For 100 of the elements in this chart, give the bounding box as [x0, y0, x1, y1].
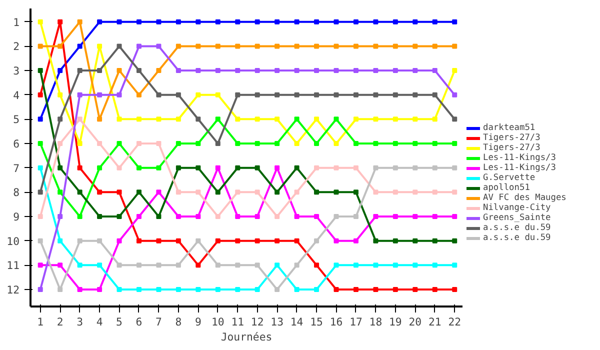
point: [215, 19, 220, 24]
point: [373, 262, 378, 268]
legend-label: Les-11-Kings/3: [483, 163, 556, 173]
point: [136, 116, 142, 122]
point: [412, 238, 418, 244]
point: [353, 286, 358, 292]
x-tick-label: 12: [250, 316, 264, 328]
point: [235, 165, 240, 170]
point: [77, 165, 82, 170]
point: [156, 44, 162, 49]
point: [136, 68, 142, 74]
point: [156, 190, 162, 195]
point: [215, 214, 220, 219]
legend-label: G.Servette: [483, 173, 536, 183]
point: [314, 44, 320, 49]
point: [97, 238, 102, 244]
point: [294, 214, 300, 219]
y-tick-label: 8: [13, 186, 20, 200]
point: [196, 141, 201, 146]
point: [235, 286, 240, 292]
y-tick-label: 6: [13, 138, 20, 151]
point: [196, 68, 201, 74]
point: [353, 214, 358, 219]
point: [116, 68, 122, 74]
point: [452, 262, 458, 268]
point: [58, 238, 63, 244]
point: [274, 44, 280, 49]
point: [452, 238, 458, 244]
point: [97, 116, 102, 122]
point: [58, 286, 63, 292]
point: [392, 165, 398, 170]
point: [412, 92, 418, 98]
x-tick-label: 13: [270, 316, 284, 328]
y-tick-label: 2: [13, 40, 20, 54]
point: [373, 214, 378, 219]
x-tick-label: 2: [56, 316, 64, 328]
point: [373, 286, 378, 292]
point: [294, 19, 300, 24]
point: [77, 92, 82, 98]
point: [353, 141, 358, 146]
point: [294, 165, 300, 170]
point: [196, 165, 201, 170]
point: [294, 190, 300, 195]
point: [176, 116, 181, 122]
point: [392, 238, 398, 244]
point: [353, 262, 358, 268]
point: [215, 238, 220, 244]
point: [58, 68, 63, 74]
point: [412, 116, 418, 122]
point: [254, 141, 260, 146]
point: [215, 165, 220, 170]
point: [77, 19, 82, 24]
point: [334, 286, 339, 292]
point: [235, 141, 240, 146]
point: [392, 262, 398, 268]
point: [176, 68, 181, 74]
point: [156, 165, 162, 170]
legend-label: a.s.s.e du.59: [483, 223, 551, 233]
point: [294, 286, 300, 292]
x-tick-label: 14: [290, 316, 304, 328]
point: [432, 190, 438, 195]
y-tick-label: 5: [13, 113, 20, 126]
point: [58, 262, 63, 268]
point: [432, 238, 438, 244]
point: [334, 238, 339, 244]
point: [452, 92, 458, 98]
point: [38, 19, 43, 24]
point: [176, 286, 181, 292]
point: [412, 141, 418, 146]
point: [215, 92, 220, 98]
y-tick-label: 7: [13, 162, 20, 175]
point: [136, 214, 142, 219]
point: [196, 190, 201, 195]
point: [373, 19, 378, 24]
point: [412, 19, 418, 24]
point: [176, 19, 181, 24]
point: [392, 68, 398, 74]
point: [392, 141, 398, 146]
point: [452, 165, 458, 170]
x-tick-label: 3: [76, 316, 84, 328]
point: [294, 262, 300, 268]
point: [176, 238, 181, 244]
point: [452, 214, 458, 219]
point: [38, 286, 43, 292]
point: [196, 214, 201, 219]
point: [77, 68, 82, 74]
point: [353, 190, 358, 195]
point: [432, 44, 438, 49]
point: [58, 44, 63, 49]
point: [412, 165, 418, 170]
point: [156, 141, 162, 146]
point: [235, 214, 240, 219]
point: [77, 141, 82, 146]
point: [235, 19, 240, 24]
point: [373, 165, 378, 170]
legend-label: Les-11-Kings/3: [483, 153, 556, 163]
point: [156, 238, 162, 244]
x-tick-label: 5: [116, 316, 122, 328]
point: [235, 262, 240, 268]
point: [274, 165, 280, 170]
